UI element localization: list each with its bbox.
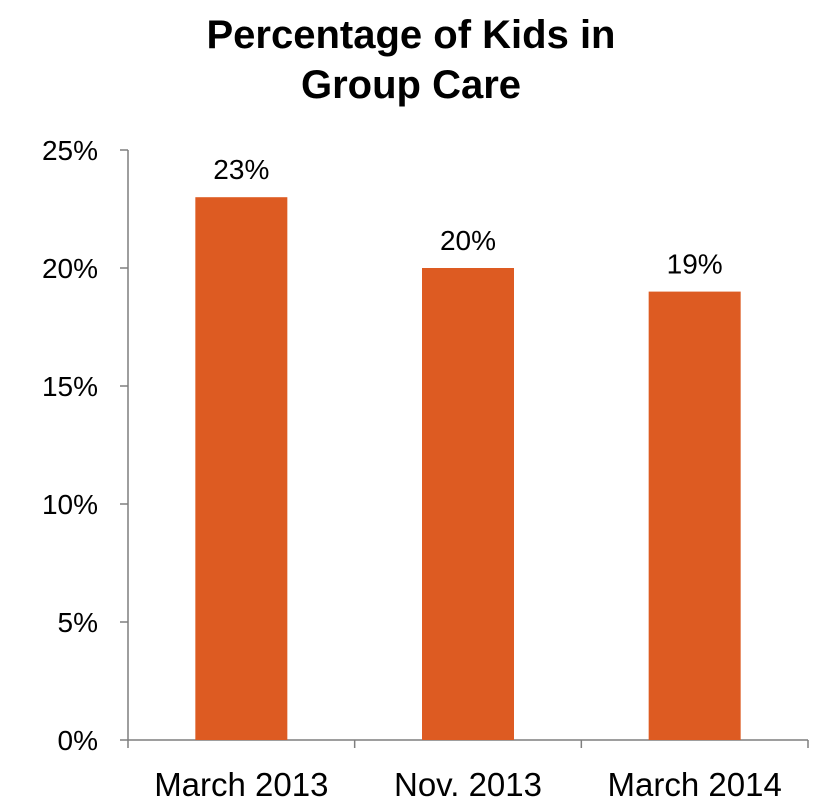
y-tick-label: 15%	[42, 371, 98, 402]
x-category-label: Nov. 2013	[394, 766, 542, 803]
y-tick-label: 0%	[58, 725, 98, 756]
chart-title-line-2: Group Care	[300, 63, 522, 107]
data-label: 20%	[440, 225, 496, 256]
chart-title-line-1: Percentage of Kids in	[206, 13, 616, 57]
y-tick-label: 5%	[58, 607, 98, 638]
y-tick-label: 20%	[42, 253, 98, 284]
data-label: 19%	[667, 249, 723, 280]
chart-title: Percentage of Kids in Group Care	[0, 10, 822, 110]
x-category-label: March 2014	[608, 766, 782, 803]
bar	[422, 268, 514, 740]
bar	[195, 197, 288, 740]
y-tick-label: 25%	[42, 135, 98, 166]
data-label: 23%	[213, 154, 269, 185]
y-tick-label: 10%	[42, 489, 98, 520]
x-category-label: March 2013	[154, 766, 328, 803]
bar	[648, 291, 741, 740]
